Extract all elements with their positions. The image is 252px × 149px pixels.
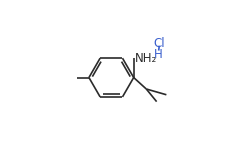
Text: Cl: Cl <box>153 37 165 50</box>
Text: NH₂: NH₂ <box>134 52 156 65</box>
Text: H: H <box>153 48 162 60</box>
